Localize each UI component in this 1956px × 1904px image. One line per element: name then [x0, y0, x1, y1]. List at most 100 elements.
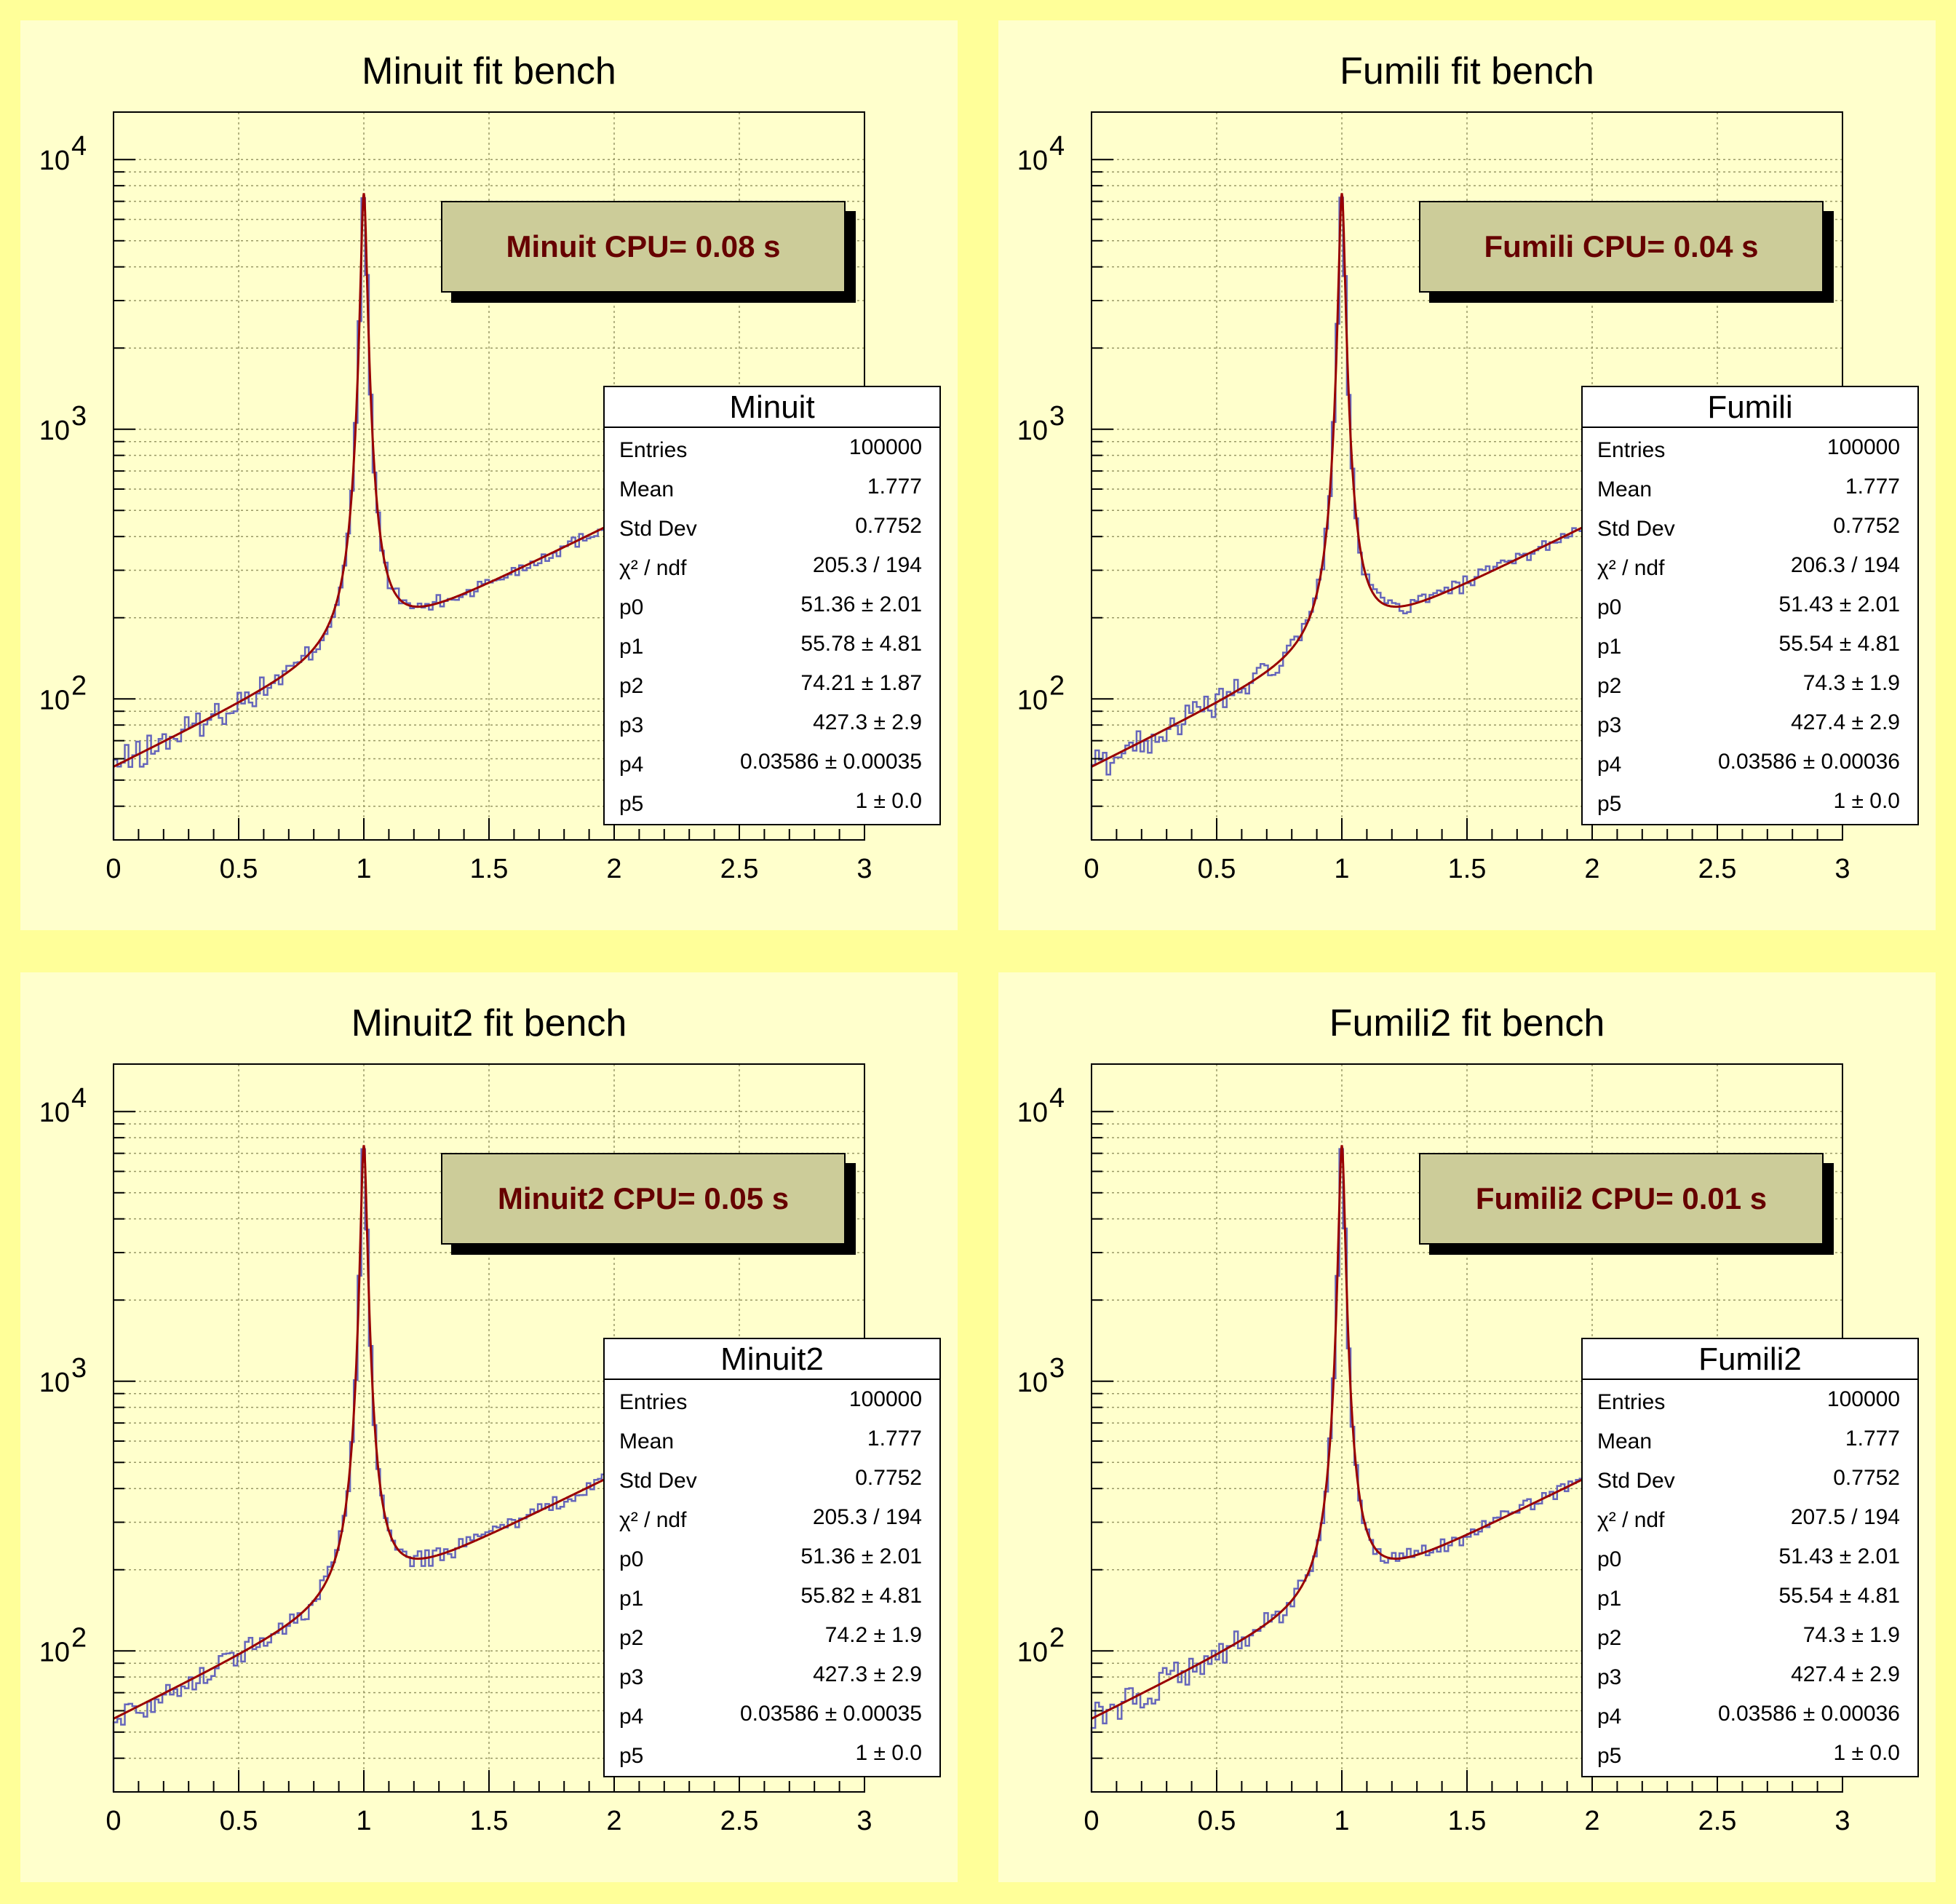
stats-label: p1: [1597, 1587, 1622, 1611]
y-tick-exponent: 3: [1049, 1353, 1065, 1384]
stats-label: p2: [1597, 674, 1622, 698]
stats-row: p1 55.78 ± 4.81: [605, 624, 939, 664]
plus-minus-icon: ±: [1845, 710, 1870, 734]
y-tick-exponent: 4: [71, 1083, 87, 1114]
stats-row: χ² / ndf 205.3 / 194: [605, 1498, 939, 1537]
stats-row: p4 0.03586 ± 0.00036: [1583, 1694, 1917, 1734]
x-tick-label: 1.5: [470, 1806, 509, 1836]
x-tick-label: 1.5: [1448, 854, 1487, 884]
chart-title: Minuit fit bench: [362, 50, 616, 92]
stats-title: Fumili2: [1583, 1339, 1917, 1380]
stats-label: Entries: [1597, 438, 1666, 462]
stats-value-number: 100000: [1826, 435, 1900, 459]
plus-minus-icon: ±: [1845, 671, 1870, 695]
stats-row: Entries 100000: [605, 428, 939, 467]
stats-error: 4.81: [1857, 632, 1900, 656]
x-axis: 0 0.5 1 1.5 2 2.5 3: [106, 1770, 872, 1836]
stats-label: Entries: [619, 438, 688, 462]
stats-error: 2.01: [879, 592, 922, 616]
stats-box: Minuit2 Entries 100000 Mean 1.777 Std Dev 0.77…: [603, 1338, 941, 1777]
stats-value-number: 0.7752: [855, 514, 922, 538]
stats-row: Mean 1.777: [1583, 467, 1917, 507]
stats-label: χ² / ndf: [1597, 556, 1665, 580]
stats-value: 1.777: [867, 475, 922, 499]
stats-value-number: 1.777: [867, 475, 922, 499]
x-tick-label: 0.5: [1198, 854, 1236, 884]
stats-value-number: 55.54: [1778, 632, 1834, 656]
stats-label: Std Dev: [619, 1469, 697, 1493]
x-tick-label: 0.5: [220, 854, 258, 884]
stats-row: Entries 100000: [1583, 1380, 1917, 1419]
pad-fumili2: Fumili2 fit bench 0 0.5 1 1.5 2 2.5 3 10 2 10 3 10 4 F…: [998, 972, 1936, 1882]
stats-label: p4: [1597, 753, 1622, 777]
stats-box: Minuit Entries 100000 Mean 1.777 Std Dev 0.775…: [603, 386, 941, 825]
stats-error: 0.0: [891, 789, 922, 813]
stats-label: Mean: [619, 1429, 675, 1453]
stats-value-number: 55.82: [800, 1584, 856, 1608]
stats-value-number: 205.3 / 194: [812, 1505, 922, 1529]
stats-value-number: 51.36: [800, 592, 856, 616]
plus-minus-icon: ±: [867, 710, 892, 734]
y-tick-exponent: 3: [1049, 401, 1065, 432]
stats-value-number: 100000: [1826, 1387, 1900, 1411]
plus-minus-icon: ±: [1845, 1741, 1870, 1765]
stats-label: p5: [619, 1744, 644, 1768]
plus-minus-icon: ±: [855, 1544, 880, 1568]
x-tick-label: 2: [1584, 1806, 1599, 1836]
stats-value-number: 0.7752: [1833, 1466, 1900, 1490]
stats-error: 1.9: [891, 1623, 922, 1647]
x-tick-label: 2.5: [1698, 854, 1737, 884]
x-tick-label: 2: [606, 1806, 621, 1836]
stats-value-number: 74.21: [800, 671, 856, 695]
stats-box: Fumili Entries 100000 Mean 1.777 Std Dev 0.775…: [1581, 386, 1919, 825]
stats-value-number: 100000: [848, 1387, 922, 1411]
stats-label: p5: [1597, 792, 1622, 816]
stats-value: 427.4 ± 2.9: [1791, 1662, 1900, 1687]
stats-row: Std Dev 0.7752: [605, 1459, 939, 1498]
stats-value-number: 74.2: [824, 1623, 868, 1647]
stats-value: 206.3 / 194: [1791, 553, 1900, 578]
stats-value-number: 1: [855, 789, 868, 813]
x-tick-label: 2.5: [720, 854, 759, 884]
stats-row: Std Dev 0.7752: [605, 507, 939, 546]
stats-label: Mean: [1597, 477, 1653, 501]
stats-row: p4 0.03586 ± 0.00036: [1583, 742, 1917, 782]
stats-row: Std Dev 0.7752: [1583, 1459, 1917, 1498]
stats-error: 1.9: [1869, 1623, 1900, 1647]
plus-minus-icon: ±: [1833, 592, 1858, 616]
stats-value-number: 55.78: [800, 632, 856, 656]
stats-row: p5 1 ± 0.0: [605, 1734, 939, 1773]
stats-label: χ² / ndf: [1597, 1508, 1665, 1532]
x-tick-label: 0: [1084, 1806, 1099, 1836]
stats-row: Mean 1.777: [605, 467, 939, 507]
cpu-time-label: Fumili CPU= 0.04 s: [1419, 201, 1824, 293]
stats-value-number: 0.03586: [1717, 750, 1797, 774]
stats-box: Fumili2 Entries 100000 Mean 1.777 Std Dev 0.77…: [1581, 1338, 1919, 1777]
stats-value: 207.5 / 194: [1791, 1505, 1900, 1530]
stats-label: p1: [619, 1587, 644, 1611]
plus-minus-icon: ±: [819, 750, 843, 774]
stats-label: p0: [619, 1547, 644, 1571]
stats-row: p3 427.3 ± 2.9: [605, 1655, 939, 1694]
stats-row: p5 1 ± 0.0: [1583, 782, 1917, 821]
stats-row: p4 0.03586 ± 0.00035: [605, 1694, 939, 1734]
stats-label: χ² / ndf: [619, 1508, 687, 1532]
x-tick-label: 1: [1334, 1806, 1349, 1836]
x-tick-label: 3: [1834, 1806, 1850, 1836]
y-tick-exponent: 4: [71, 131, 87, 162]
stats-value-number: 207.5 / 194: [1790, 1505, 1900, 1529]
plus-minus-icon: ±: [1833, 632, 1858, 656]
stats-row: p2 74.2 ± 1.9: [605, 1616, 939, 1655]
stats-value-number: 0.03586: [739, 750, 819, 774]
stats-label: p0: [1597, 595, 1622, 619]
stats-label: p1: [1597, 635, 1622, 659]
stats-row: p5 1 ± 0.0: [605, 782, 939, 821]
stats-value: 51.43 ± 2.01: [1778, 1544, 1900, 1569]
stats-value-number: 0.03586: [739, 1702, 819, 1726]
y-tick-exponent: 2: [71, 1622, 87, 1653]
stats-label: Entries: [619, 1390, 688, 1414]
stats-value: 74.21 ± 1.87: [800, 671, 922, 696]
stats-row: χ² / ndf 206.3 / 194: [1583, 546, 1917, 585]
plus-minus-icon: ±: [1845, 789, 1870, 813]
stats-label: p1: [619, 635, 644, 659]
